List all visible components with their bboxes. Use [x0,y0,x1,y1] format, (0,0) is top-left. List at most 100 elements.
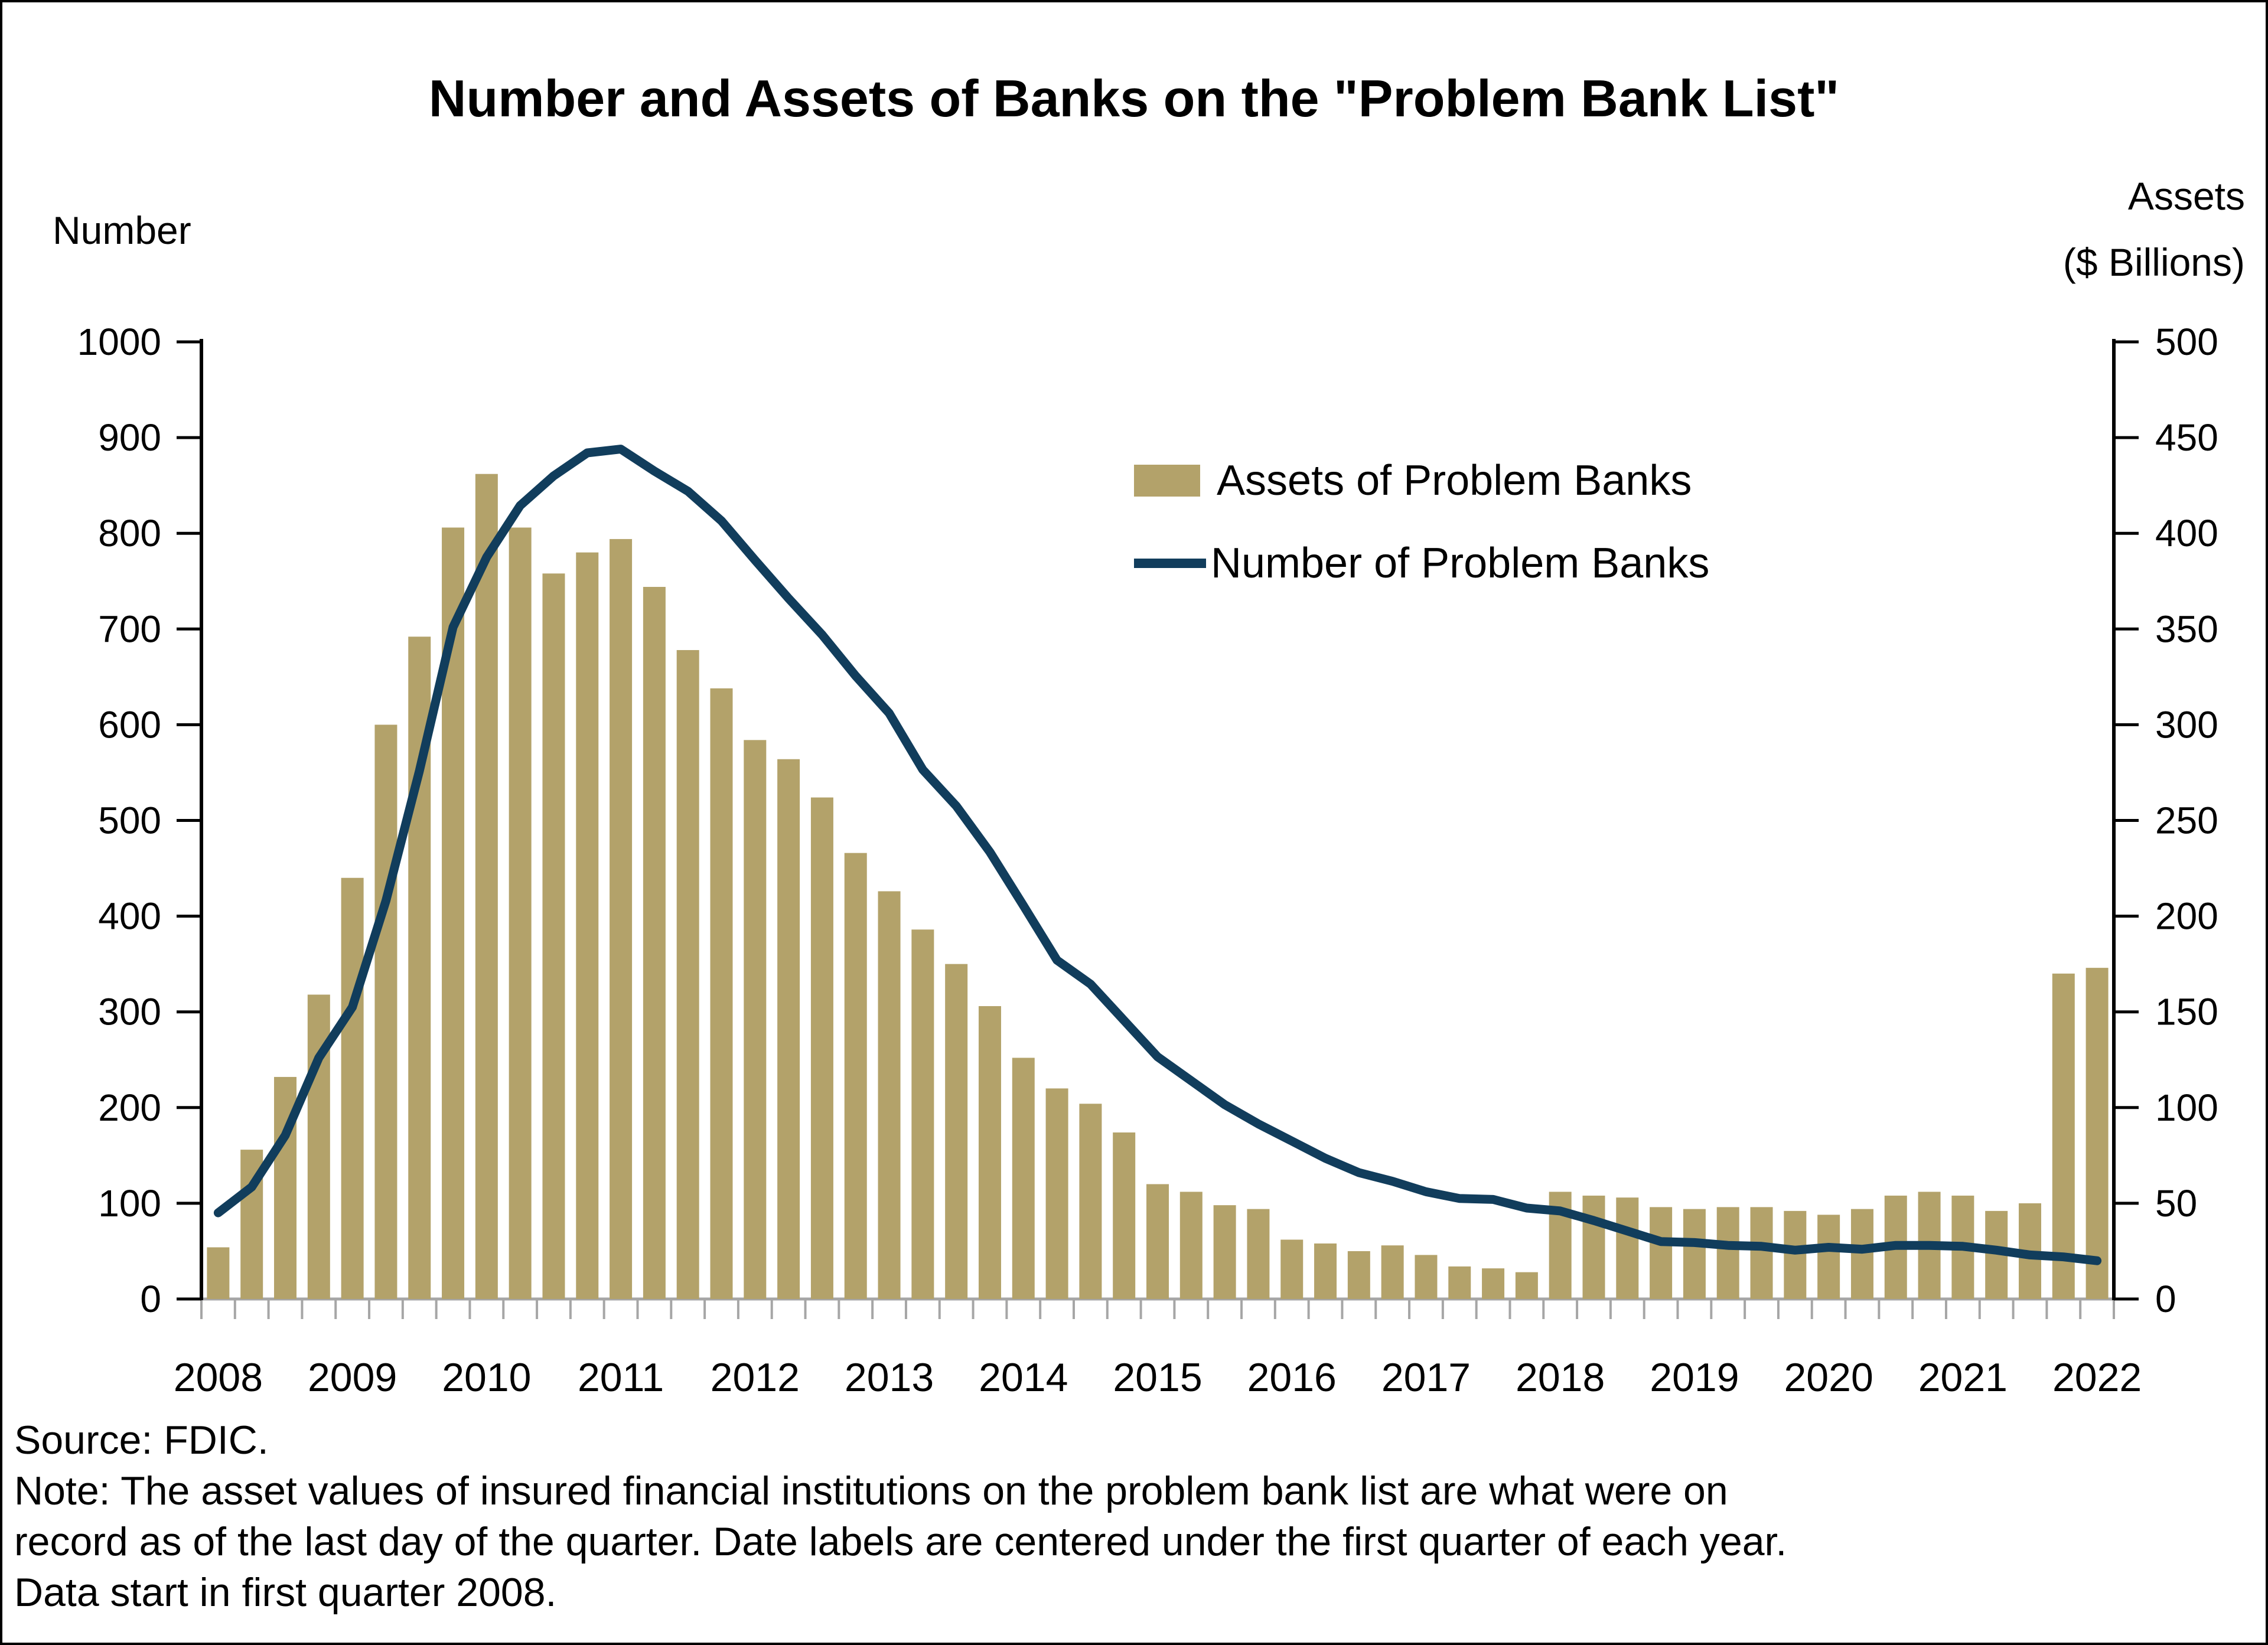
assets-bar [2085,968,2109,1299]
assets-bar [1750,1207,1773,1299]
assets-bar [576,552,599,1299]
left-axis-tick-label: 400 [98,895,161,938]
number-line-series [213,445,2102,1265]
year-label: 2018 [1516,1355,1605,1400]
year-label: 2020 [1784,1355,1873,1400]
right-axis-tick-label: 400 [2155,512,2218,554]
assets-bar [777,759,800,1299]
left-axis-tick-label: 800 [98,512,161,554]
y-axis-left: 0 100 200 300 400 500 600 700 800 900 1000 [77,321,203,1320]
assets-bar [1482,1268,1505,1299]
assets-bar [978,1006,1001,1299]
right-axis-tick-label: 0 [2155,1278,2176,1320]
left-axis-tick-label: 200 [98,1086,161,1129]
year-label: 2017 [1381,1355,1471,1400]
left-axis-tick-label: 900 [98,416,161,459]
assets-bar [744,740,767,1299]
right-axis-tick-label: 150 [2155,991,2218,1033]
assets-bar [1347,1251,1370,1299]
year-label: 2016 [1247,1355,1337,1400]
right-axis-tick-label: 100 [2155,1086,2218,1129]
right-axis-tick-label: 350 [2155,608,2218,650]
assets-bar [1784,1210,1807,1299]
assets-bar [1683,1209,1706,1299]
right-axis-tick-label: 300 [2155,703,2218,746]
year-label: 2012 [711,1355,800,1400]
left-axis-title: Number [53,208,191,252]
assets-bar [1012,1058,1035,1299]
right-axis-tick-label: 450 [2155,416,2218,459]
assets-bar [1448,1266,1471,1299]
left-axis-tick-label: 100 [98,1182,161,1225]
assets-bar [207,1247,230,1299]
assets-bar [844,853,867,1299]
assets-bar [1314,1243,1337,1299]
assets-bar [1113,1132,1136,1299]
right-axis-tick-label: 200 [2155,895,2218,938]
right-axis-title-line1: Assets [2127,174,2245,218]
bars-series-assets [207,474,2109,1299]
legend-label-number: Number of Problem Banks [1211,540,1710,587]
assets-bar [945,964,968,1299]
assets-bar [1213,1205,1236,1299]
right-axis-title-line2: ($ Billions) [2062,240,2245,284]
right-axis-tick-label: 500 [2155,321,2218,363]
assets-bar [475,474,498,1299]
assets-bar [810,797,833,1299]
x-year-labels: 2008 2009 2010 2011 2012 2013 2014 2015 2016 2017… [174,1355,2142,1400]
year-label: 2008 [174,1355,263,1400]
assets-bar [610,538,633,1299]
year-label: 2022 [2052,1355,2142,1400]
legend-item-assets: Assets of Problem Banks [1134,456,1843,505]
assets-bar [710,688,733,1299]
assets-bar [1515,1272,1538,1299]
left-axis-tick-label: 500 [98,799,161,842]
assets-bar [542,573,565,1299]
assets-bar [1146,1184,1169,1299]
assets-bar [1045,1088,1068,1299]
left-axis-tick-label: 1000 [77,321,161,363]
assets-bar [1079,1104,1102,1299]
right-axis-title: Assets ($ Billions) [2063,163,2245,295]
left-axis-tick-label: 0 [140,1278,161,1320]
footnote: Source: FDIC. Note: The asset values of … [14,1415,2199,1618]
assets-bar [1415,1255,1438,1299]
assets-bar [676,649,699,1299]
right-axis-tick-label: 250 [2155,799,2218,842]
left-axis-tick-label: 300 [98,991,161,1033]
assets-bar [1582,1195,1605,1299]
note-line-2: record as of the last day of the quarter… [14,1519,1787,1564]
assets-bar [2052,973,2075,1299]
legend-item-number: Number of Problem Banks [1134,538,1843,588]
assets-bar [1381,1245,1404,1299]
year-label: 2009 [308,1355,397,1400]
assets-swatch-icon [1134,465,1200,497]
year-label: 2021 [1918,1355,2008,1400]
left-axis-tick-label: 600 [98,703,161,746]
assets-bar [1850,1209,1873,1299]
year-label: 2010 [442,1355,531,1400]
quarter-ticks [200,1299,2115,1319]
assets-bar [509,527,532,1299]
assets-bar [1616,1197,1639,1299]
number-line-icon [1134,559,1206,568]
right-axis-tick-label: 50 [2155,1182,2197,1225]
assets-bar [1817,1215,1840,1299]
assets-bar [878,891,901,1299]
assets-bar [1650,1207,1673,1299]
assets-bar [1280,1239,1304,1299]
year-label: 2014 [979,1355,1068,1400]
legend-label-assets: Assets of Problem Banks [1217,457,1692,504]
assets-bar [1247,1209,1270,1299]
year-label: 2015 [1113,1355,1202,1400]
chart-title: Number and Assets of Banks on the "Probl… [428,69,1840,128]
left-axis-tick-label: 700 [98,608,161,650]
legend: Assets of Problem Banks Number of Proble… [1134,456,1843,588]
y-axis-right: 0 50 100 150 200 250 300 350 400 450 500 [2112,321,2218,1320]
number-line [213,445,2102,1265]
year-label: 2011 [578,1355,664,1400]
source-line: Source: FDIC. [14,1418,269,1463]
assets-bar [341,877,364,1299]
